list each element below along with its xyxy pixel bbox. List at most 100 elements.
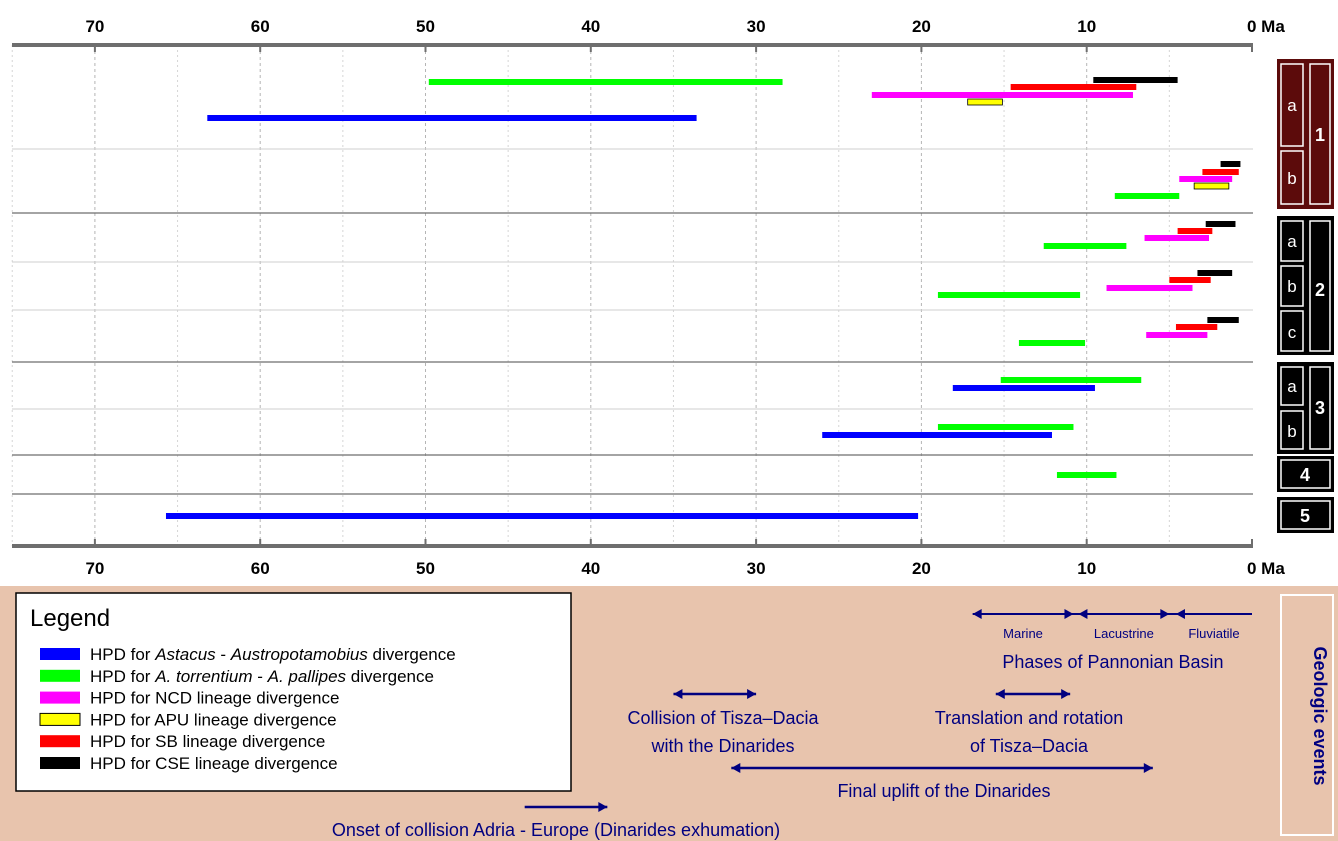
hpd-bar-2c-red xyxy=(1175,324,1218,330)
legend-label-yellow: HPD for APU lineage divergence xyxy=(90,710,337,729)
subbox-2b xyxy=(1280,265,1304,307)
top-tick-label: 10 xyxy=(1077,17,1096,36)
pannonian-head-2r xyxy=(1160,609,1170,619)
hpd-bar-1a-yellow xyxy=(967,98,1003,106)
scenario-box-4 xyxy=(1277,456,1334,492)
legend-label-part: divergence xyxy=(346,667,434,686)
pannonian-title: Phases of Pannonian Basin xyxy=(1002,652,1223,672)
sublabel-2b: b xyxy=(1287,277,1296,296)
subbox-1b xyxy=(1280,150,1304,205)
event-label-2: Final uplift of the Dinarides xyxy=(837,781,1050,801)
scenario-label-3: 3 xyxy=(1315,398,1325,418)
hpd-bar-2b-black xyxy=(1197,270,1233,276)
legend-title: Legend xyxy=(30,605,110,632)
hpd-bar-1a-black xyxy=(1093,77,1178,83)
legend-label-part: HPD for CSE lineage divergence xyxy=(90,754,338,773)
scenario-id-box-2 xyxy=(1309,220,1331,352)
hpd-bar-1a-blue xyxy=(207,115,697,121)
subbox-3a xyxy=(1280,366,1304,406)
legend-label-part: HPD for APU lineage divergence xyxy=(90,710,337,729)
geologic-events-label: Geologic events xyxy=(1310,646,1330,785)
hpd-bar-3b-blue xyxy=(822,432,1052,438)
hpd-bar-1b-magenta xyxy=(1179,176,1233,182)
event-arrow-2-head-right xyxy=(1143,763,1153,773)
pannonian-head-3l xyxy=(1175,609,1185,619)
hpd-bar-2c-magenta xyxy=(1146,332,1208,338)
legend-label-part: HPD for xyxy=(90,667,155,686)
bottom-tick-label: 30 xyxy=(747,559,766,578)
event-arrow-2-head-left xyxy=(731,763,741,773)
legend-swatch-black xyxy=(40,757,80,769)
legend-label-green: HPD for A. torrentium - A. pallipes dive… xyxy=(90,667,434,686)
top-tick-label: 60 xyxy=(251,17,270,36)
hpd-bar-2a-red xyxy=(1177,228,1213,234)
hpd-bar-3b-green xyxy=(937,424,1074,430)
pannonian-head-start xyxy=(972,609,982,619)
legend-label-part: HPD for xyxy=(90,645,155,664)
hpd-bar-1a-magenta xyxy=(871,92,1133,98)
scenario-box-1 xyxy=(1277,59,1334,209)
legend-label-part: HPD for SB lineage divergence xyxy=(90,732,325,751)
hpd-bar-2b-red xyxy=(1169,277,1211,283)
legend-swatch-green xyxy=(40,669,80,682)
legend-box xyxy=(15,592,572,792)
hpd-bar-3a-green xyxy=(1000,377,1142,383)
hpd-bar-1a-red xyxy=(1010,84,1137,90)
hpd-bar-2a-green xyxy=(1043,243,1127,249)
legend-swatch-blue xyxy=(40,648,80,660)
hpd-bar-4-green xyxy=(1056,472,1117,478)
hpd-bar-3a-blue xyxy=(952,385,1095,391)
hpd-bar-1b-black xyxy=(1220,161,1241,167)
legend-label-part: A. pallipes xyxy=(267,667,347,686)
scenario-id-box-3 xyxy=(1309,366,1331,450)
bottom-tick-label: 10 xyxy=(1077,559,1096,578)
legend-label-magenta: HPD for NCD lineage divergence xyxy=(90,689,339,708)
event-arrow-3-head-right xyxy=(598,802,608,812)
sublabel-1a: a xyxy=(1287,96,1297,115)
bottom-tick-label: 60 xyxy=(251,559,270,578)
geologic-events-box xyxy=(1280,594,1334,836)
scenario-label-4: 4 xyxy=(1300,465,1310,485)
scenario-label-5: 5 xyxy=(1300,506,1310,526)
top-tick-label: 40 xyxy=(581,17,600,36)
legend-label-part: - xyxy=(216,645,231,664)
event-arrow-0-head-left xyxy=(673,689,683,699)
event-arrow-1-head-left xyxy=(995,689,1005,699)
scenario-label-2: 2 xyxy=(1315,280,1325,300)
bottom-tick-label: 40 xyxy=(581,559,600,578)
hpd-bar-2b-magenta xyxy=(1106,285,1193,291)
hpd-bar-2c-black xyxy=(1207,317,1239,323)
legend-label-part: Austropotamobius xyxy=(230,645,369,664)
scenario-id-box-5 xyxy=(1280,500,1331,530)
subbox-3b xyxy=(1280,410,1304,450)
sublabel-2a: a xyxy=(1287,232,1297,251)
subbox-2c xyxy=(1280,310,1304,352)
hpd-bar-2c-green xyxy=(1018,340,1086,346)
legend-swatch-red xyxy=(40,735,80,748)
event-label-0: Collision of Tisza–Dacia xyxy=(627,708,819,728)
sublabel-3b: b xyxy=(1287,422,1296,441)
event-arrow-0-head-right xyxy=(747,689,757,699)
bottom-tick-label: 0 Ma xyxy=(1247,559,1285,578)
pannonian-phase-label: Fluviatile xyxy=(1188,626,1239,641)
pannonian-phase-label: Marine xyxy=(1003,626,1043,641)
legend-label-part: A. torrentium xyxy=(154,667,252,686)
scenario-label-1: 1 xyxy=(1315,125,1325,145)
event-label-0: with the Dinarides xyxy=(650,736,794,756)
sublabel-3a: a xyxy=(1287,377,1297,396)
sublabel-1b: b xyxy=(1287,169,1296,188)
scenario-box-2 xyxy=(1277,216,1334,355)
hpd-bar-2b-green xyxy=(937,292,1081,298)
event-label-1: of Tisza–Dacia xyxy=(970,736,1089,756)
hpd-bar-2a-black xyxy=(1205,221,1236,227)
bottom-tick-label: 70 xyxy=(85,559,104,578)
legend-label-part: - xyxy=(253,667,268,686)
scenario-id-box-4 xyxy=(1280,459,1331,489)
legend-swatch-magenta xyxy=(40,691,80,704)
event-arrow-1-head-right xyxy=(1061,689,1071,699)
legend-label-part: Astacus xyxy=(154,645,216,664)
hpd-bar-1a-green xyxy=(428,79,783,85)
legend-label-part: HPD for NCD lineage divergence xyxy=(90,689,339,708)
legend-label-black: HPD for CSE lineage divergence xyxy=(90,754,338,773)
